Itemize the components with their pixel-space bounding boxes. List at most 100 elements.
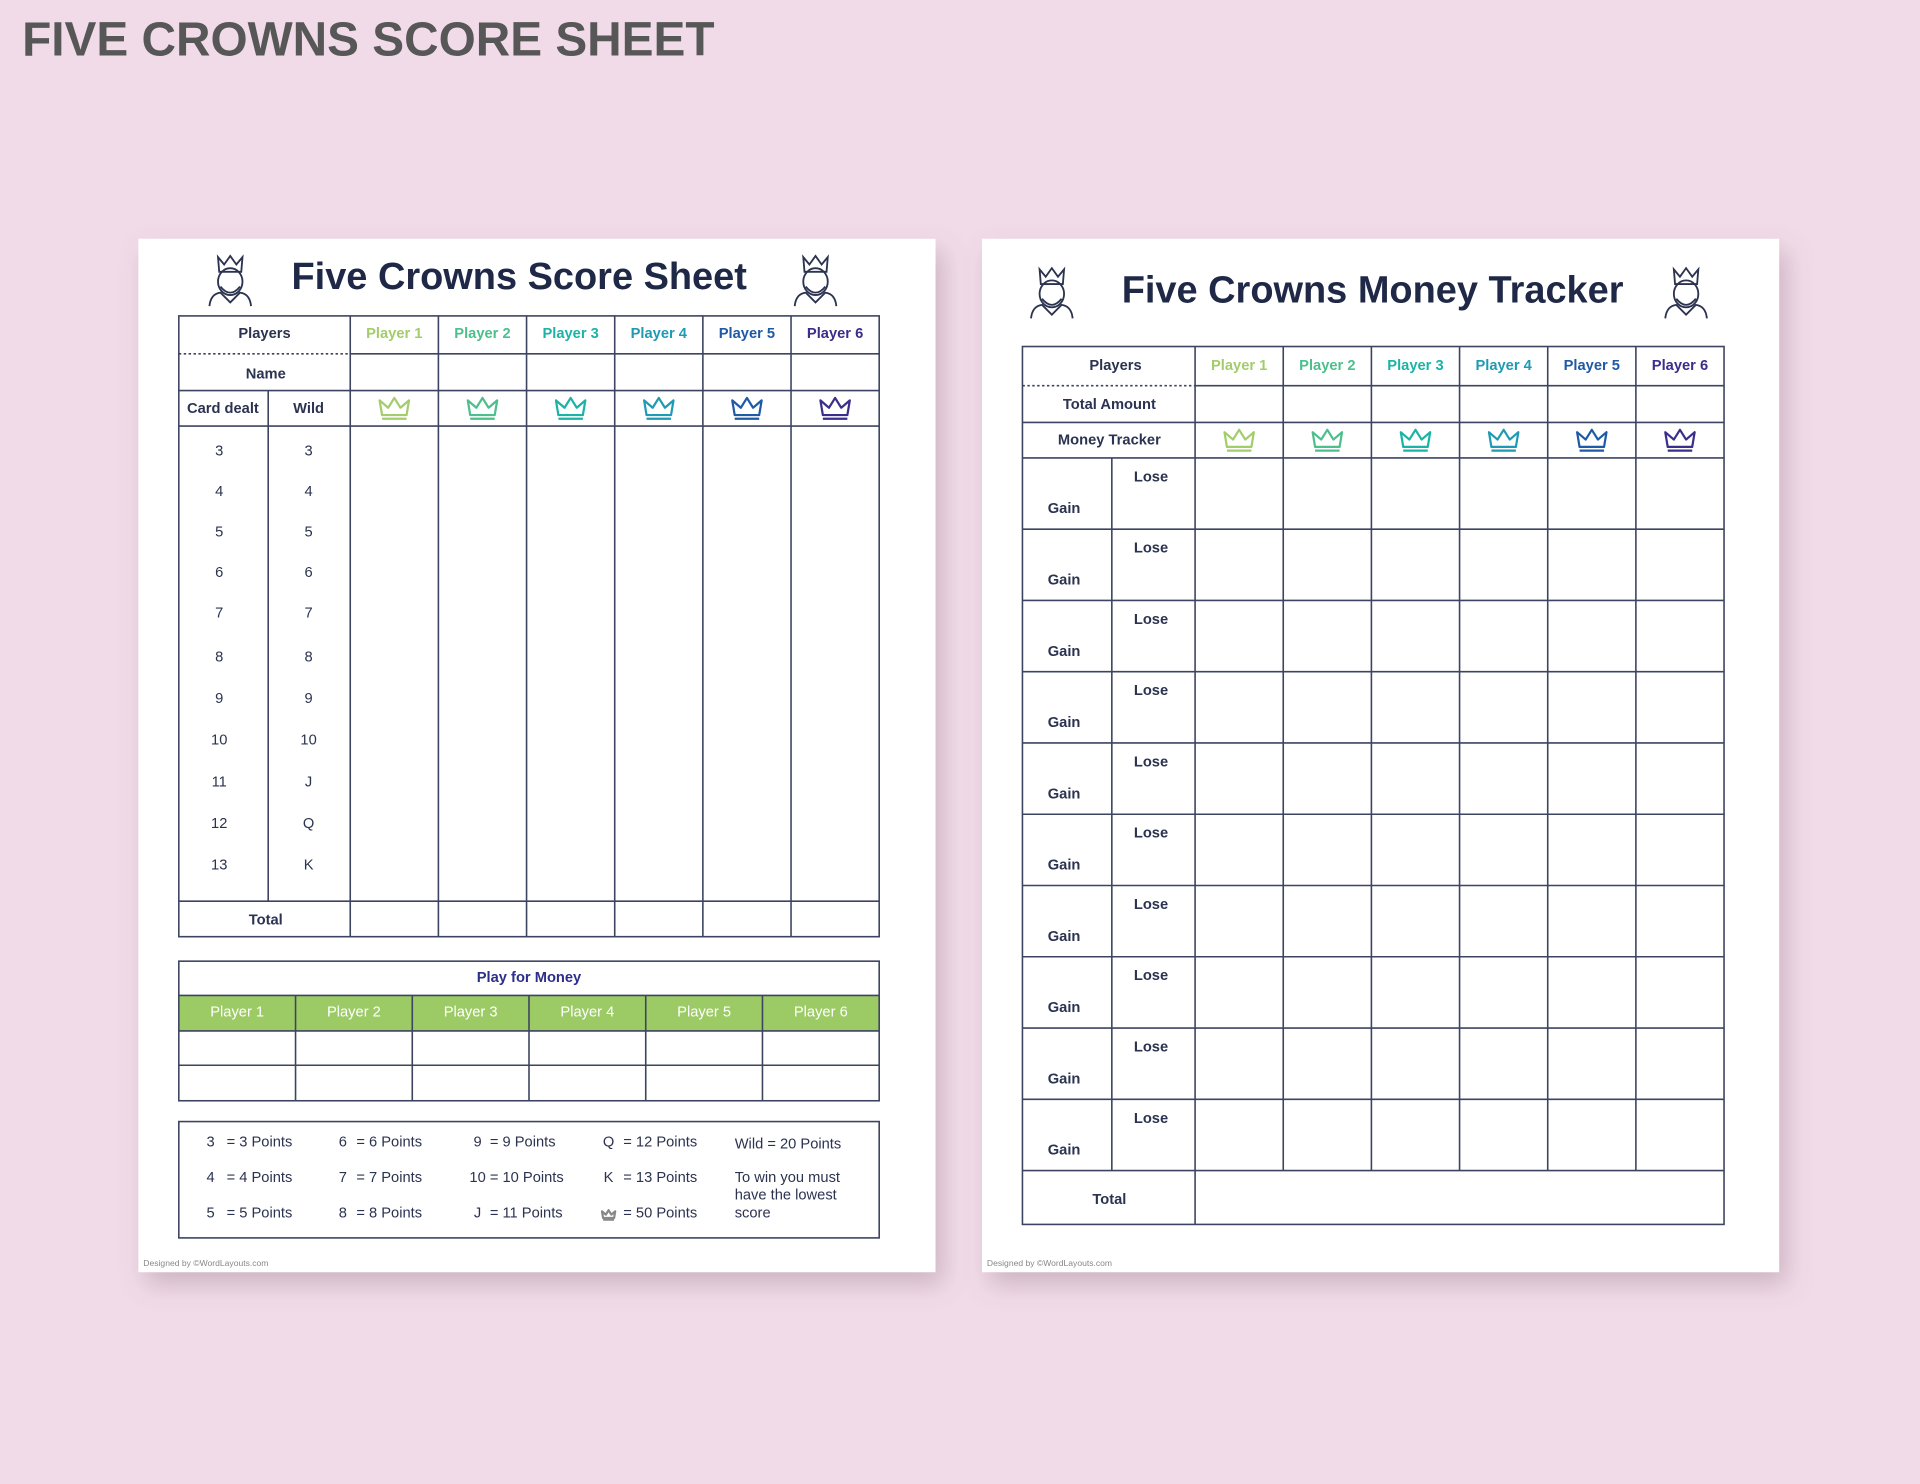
- king-crown: [1672, 266, 1700, 285]
- crown-icon: [1487, 428, 1520, 452]
- king-body: [208, 291, 252, 307]
- king-icon: [793, 254, 838, 307]
- total-label: Total: [249, 913, 283, 929]
- round-cards: 8: [215, 649, 223, 665]
- point-key: 8: [339, 1205, 347, 1221]
- round-cards: 13: [211, 858, 227, 874]
- round-wild: 8: [305, 649, 313, 665]
- point-value: = 50 Points: [623, 1205, 697, 1221]
- round-cards: 3: [215, 444, 223, 460]
- player-header: Player 1: [366, 326, 422, 342]
- lose-label: Lose: [1134, 897, 1168, 913]
- crown-icon: [554, 396, 587, 420]
- credit: Designed by ©WordLayouts.com: [143, 1258, 268, 1268]
- round-cards: 9: [215, 691, 223, 707]
- credit: Designed by ©WordLayouts.com: [987, 1258, 1112, 1268]
- point-key: 7: [339, 1170, 347, 1186]
- king-head: [1038, 279, 1065, 309]
- round-cards: 11: [212, 774, 227, 790]
- king-crown: [1038, 266, 1066, 285]
- wild-label: Wild: [293, 401, 324, 417]
- point-key: 5: [207, 1205, 215, 1221]
- round-cards: 4: [215, 484, 223, 500]
- point-value: = 5 Points: [227, 1205, 293, 1221]
- wild-points: Wild = 20 Points: [735, 1137, 842, 1153]
- money-player: Player 6: [794, 1004, 848, 1020]
- point-value: = 13 Points: [623, 1170, 697, 1186]
- king-crown: [216, 254, 244, 273]
- lose-label: Lose: [1134, 612, 1168, 628]
- king-beard: [1675, 298, 1697, 306]
- score-sheet: [138, 238, 936, 1273]
- tracker-table: [1021, 345, 1725, 1226]
- lose-label: Lose: [1134, 754, 1168, 770]
- round-wild: 9: [305, 691, 313, 707]
- lose-label: Lose: [1134, 1039, 1168, 1055]
- king-head: [1672, 279, 1700, 309]
- player-header: Player 5: [1564, 358, 1620, 374]
- win-note: To win you must: [735, 1170, 840, 1186]
- crown-icon: [1399, 428, 1432, 452]
- crown-icon: [819, 396, 851, 420]
- crown-icon: [466, 396, 499, 420]
- point-value: = 9 Points: [490, 1134, 556, 1150]
- round-wild: 3: [305, 444, 313, 460]
- crown-icon: [642, 396, 675, 420]
- player-header: Player 6: [807, 326, 863, 342]
- king-icon: [1030, 266, 1074, 319]
- king-head: [802, 267, 829, 297]
- gain-label: Gain: [1048, 572, 1081, 588]
- round-wild: 5: [305, 524, 313, 540]
- gain-label: Gain: [1048, 858, 1081, 874]
- point-key: J: [474, 1205, 481, 1221]
- page-title: FIVE CROWNS SCORE SHEET: [22, 13, 714, 66]
- point-key: 3: [207, 1134, 215, 1150]
- gain-label: Gain: [1048, 715, 1081, 731]
- lose-label: Lose: [1134, 469, 1168, 485]
- money-player: Player 3: [444, 1004, 498, 1020]
- round-wild: 7: [305, 605, 313, 621]
- total-amount-label: Total Amount: [1063, 397, 1156, 413]
- player-header: Player 5: [719, 326, 775, 342]
- point-value: = 12 Points: [623, 1134, 697, 1150]
- round-cards: 5: [215, 524, 223, 540]
- round-wild: J: [305, 774, 312, 790]
- king-crown: [802, 254, 829, 273]
- player-header: Player 3: [542, 326, 598, 342]
- point-key: 6: [339, 1134, 347, 1150]
- point-value: = 3 Points: [227, 1134, 293, 1150]
- crown-icon: [1664, 428, 1696, 452]
- round-wild: K: [304, 858, 314, 874]
- round-cards: 12: [211, 816, 227, 832]
- point-key: Q: [603, 1134, 614, 1150]
- card-dealt-label: Card dealt: [187, 401, 259, 417]
- money-player: Player 4: [560, 1004, 614, 1020]
- lose-label: Lose: [1134, 826, 1168, 842]
- round-wild: 10: [300, 733, 316, 749]
- crown-icon: [1223, 428, 1255, 452]
- king-body: [1664, 303, 1708, 319]
- gain-label: Gain: [1048, 1071, 1081, 1087]
- money-tracker-label: Money Tracker: [1058, 433, 1161, 449]
- lose-label: Lose: [1134, 968, 1168, 984]
- gain-label: Gain: [1048, 929, 1081, 945]
- crown-icon: [378, 396, 411, 420]
- crown-icon: [1576, 428, 1608, 452]
- money-player: Player 2: [327, 1004, 381, 1020]
- point-key: 4: [207, 1170, 215, 1186]
- crown-icon: [600, 1209, 617, 1221]
- player-header: Player 2: [1299, 358, 1355, 374]
- gain-label: Gain: [1048, 1000, 1081, 1016]
- gain-label: Gain: [1048, 501, 1081, 517]
- point-value: = 10 Points: [490, 1170, 564, 1186]
- money-player: Player 1: [210, 1004, 264, 1020]
- player-header: Player 6: [1652, 358, 1708, 374]
- point-key: 10: [469, 1170, 485, 1186]
- point-value: = 8 Points: [356, 1205, 422, 1221]
- win-note: have the lowest: [735, 1188, 837, 1204]
- sheet-title: Five Crowns Score Sheet: [292, 256, 748, 298]
- players-label: Players: [238, 326, 290, 342]
- gain-label: Gain: [1048, 786, 1081, 802]
